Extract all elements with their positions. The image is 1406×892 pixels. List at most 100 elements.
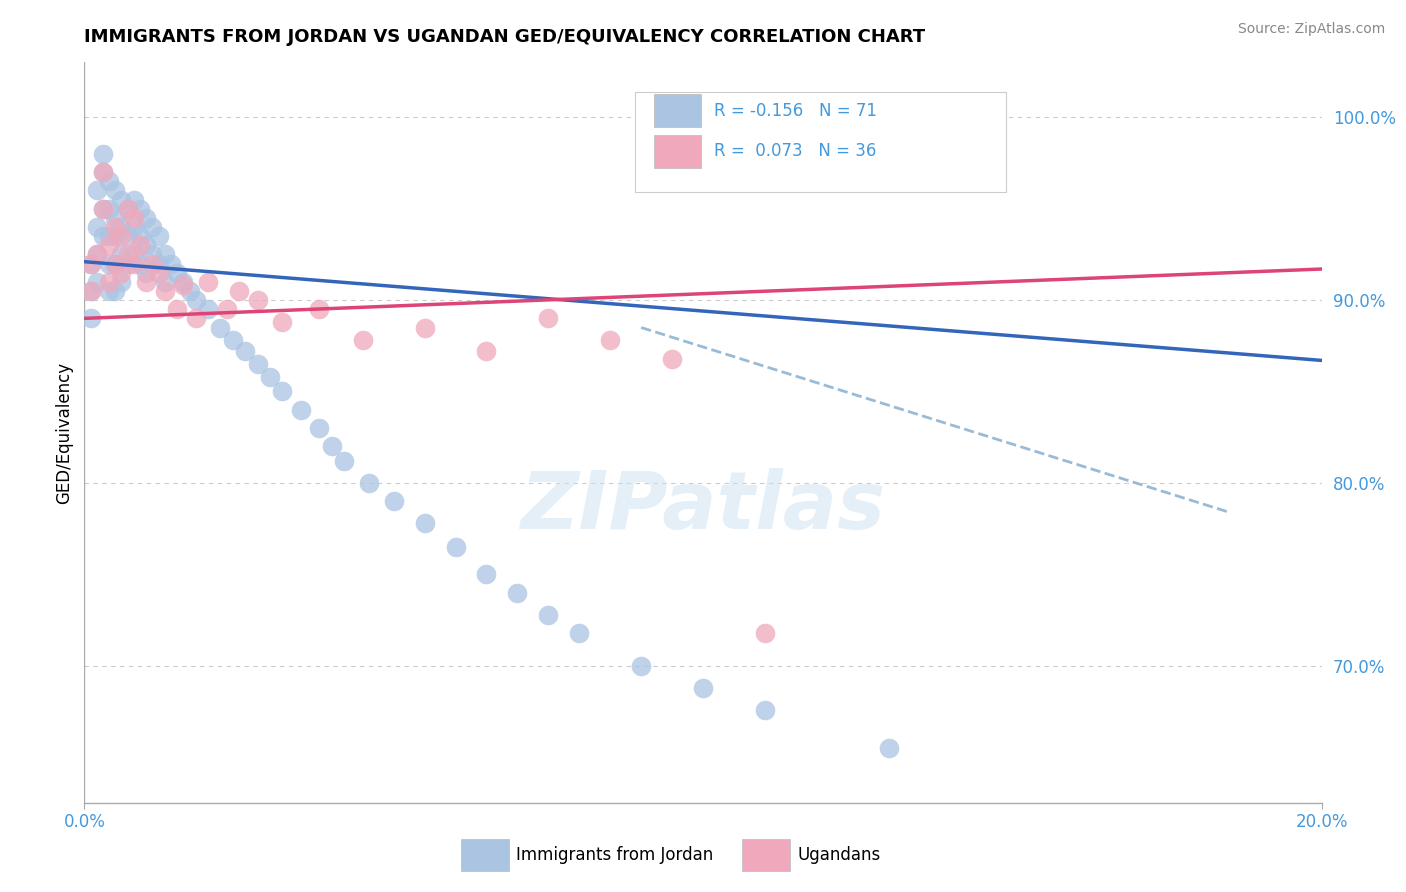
Point <box>129 238 152 252</box>
Point <box>754 702 776 716</box>
Point <box>184 293 207 307</box>
Point <box>117 202 139 216</box>
Point <box>129 202 152 216</box>
Point <box>98 202 121 216</box>
Point <box>568 625 591 640</box>
Point <box>537 311 560 326</box>
Point <box>104 284 127 298</box>
Point <box>98 275 121 289</box>
Point <box>122 211 145 225</box>
Point <box>233 344 256 359</box>
Point <box>308 421 330 435</box>
Point <box>290 402 312 417</box>
Text: R = -0.156   N = 71: R = -0.156 N = 71 <box>714 102 877 120</box>
Point <box>475 567 498 582</box>
Point <box>122 247 145 261</box>
Point <box>475 344 498 359</box>
Point <box>215 302 238 317</box>
Point <box>308 302 330 317</box>
Point <box>79 256 101 270</box>
FancyBboxPatch shape <box>636 92 1007 192</box>
Point <box>259 369 281 384</box>
Point <box>104 211 127 225</box>
Point <box>246 293 269 307</box>
Point <box>129 256 152 270</box>
Point <box>141 219 163 234</box>
Point <box>135 275 157 289</box>
Text: Ugandans: Ugandans <box>797 847 880 864</box>
Point <box>599 334 621 348</box>
Point <box>86 247 108 261</box>
Point <box>79 311 101 326</box>
Point <box>86 183 108 197</box>
Point <box>122 193 145 207</box>
Point <box>110 219 132 234</box>
Point <box>172 275 194 289</box>
Point <box>271 315 294 329</box>
FancyBboxPatch shape <box>654 95 700 127</box>
Point <box>104 229 127 244</box>
Point <box>141 247 163 261</box>
Point <box>413 516 436 530</box>
Point <box>148 266 170 280</box>
Text: R =  0.073   N = 36: R = 0.073 N = 36 <box>714 143 876 161</box>
Point <box>117 229 139 244</box>
Point <box>110 266 132 280</box>
Point <box>110 247 132 261</box>
Point <box>98 229 121 244</box>
Point <box>630 658 652 673</box>
Point <box>382 494 405 508</box>
Point <box>877 741 900 756</box>
Point <box>246 357 269 371</box>
Point <box>98 256 121 270</box>
Point <box>91 202 114 216</box>
Point <box>228 284 250 298</box>
Point <box>141 256 163 270</box>
Point <box>153 275 176 289</box>
Text: IMMIGRANTS FROM JORDAN VS UGANDAN GED/EQUIVALENCY CORRELATION CHART: IMMIGRANTS FROM JORDAN VS UGANDAN GED/EQ… <box>84 28 925 45</box>
Point <box>135 238 157 252</box>
Point <box>91 229 114 244</box>
Point <box>166 302 188 317</box>
Point <box>117 202 139 216</box>
Text: Source: ZipAtlas.com: Source: ZipAtlas.com <box>1237 22 1385 37</box>
Point <box>129 229 152 244</box>
Point <box>537 607 560 622</box>
Point <box>91 165 114 179</box>
Point <box>197 275 219 289</box>
Point <box>104 183 127 197</box>
Point <box>179 284 201 298</box>
Point <box>122 256 145 270</box>
Point <box>117 247 139 261</box>
Point <box>117 256 139 270</box>
Point <box>79 284 101 298</box>
Point <box>661 351 683 366</box>
Point <box>160 256 183 270</box>
Point <box>104 256 127 270</box>
Point <box>172 278 194 293</box>
Text: Immigrants from Jordan: Immigrants from Jordan <box>516 847 713 864</box>
Point <box>271 384 294 399</box>
Point <box>104 256 127 270</box>
Point <box>444 540 467 554</box>
Point <box>148 256 170 270</box>
Point <box>153 284 176 298</box>
Point <box>98 284 121 298</box>
Point <box>104 219 127 234</box>
Point <box>148 229 170 244</box>
Point <box>333 454 356 468</box>
Point <box>506 585 529 599</box>
Point <box>86 247 108 261</box>
FancyBboxPatch shape <box>654 135 700 168</box>
Point <box>86 219 108 234</box>
Point <box>166 266 188 280</box>
Point <box>357 475 380 490</box>
Point <box>110 229 132 244</box>
Point <box>209 320 232 334</box>
Point <box>86 275 108 289</box>
Point <box>79 284 101 298</box>
Point <box>98 238 121 252</box>
Point <box>79 256 101 270</box>
Point <box>321 439 343 453</box>
Point <box>222 334 245 348</box>
